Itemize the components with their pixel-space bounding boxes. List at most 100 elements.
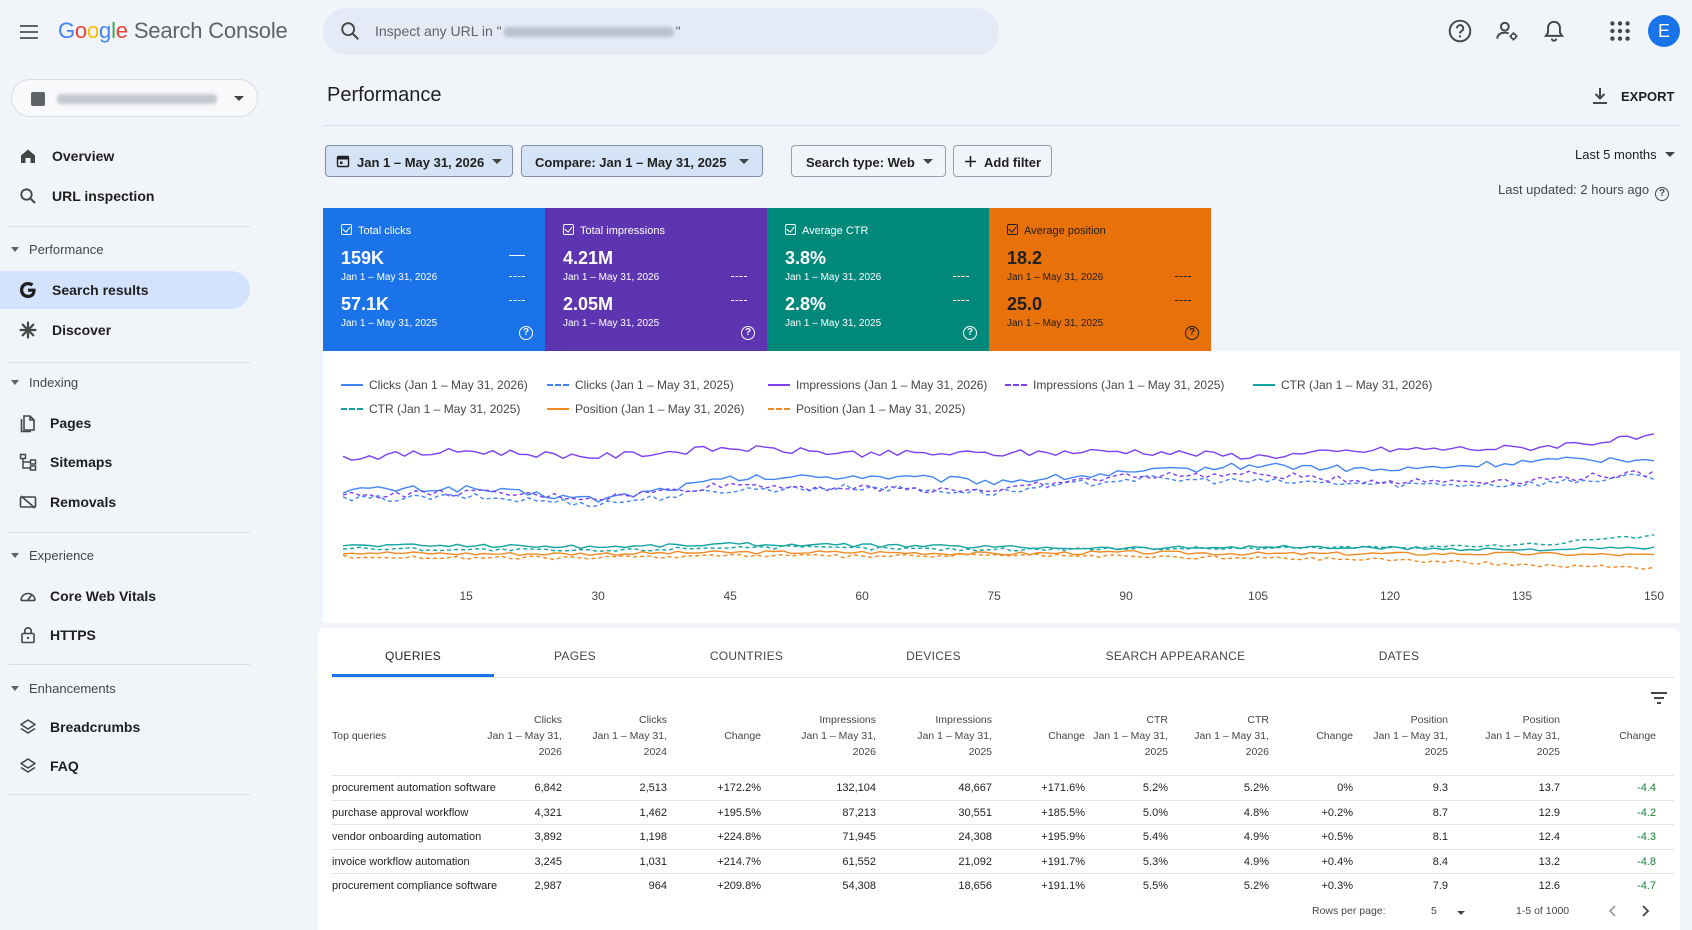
sidebar-item-core-web-vitals[interactable]: Core Web Vitals bbox=[0, 577, 250, 615]
metric-value: 4.21M bbox=[563, 248, 614, 268]
metric-card-clicks[interactable]: Total clicks 159K Jan 1 – May 31, 2026 57.1… bbox=[323, 208, 545, 351]
metric-compare-date: Jan 1 – May 31, 2025 bbox=[785, 318, 882, 329]
legend-label: CTR (Jan 1 – May 31, 2025) bbox=[369, 402, 521, 416]
help-icon[interactable]: ? bbox=[741, 326, 755, 340]
sidebar-item-pages[interactable]: Pages bbox=[0, 404, 250, 442]
help-icon[interactable]: ? bbox=[1185, 326, 1199, 340]
column-header[interactable]: Clicks Jan 1 – May 31, 2024 bbox=[592, 714, 667, 758]
value-cell: 4.9% bbox=[1243, 855, 1269, 868]
help-icon[interactable]: ? bbox=[1655, 187, 1670, 201]
value-cell: 1,031 bbox=[639, 855, 667, 868]
export-label: EXPORT bbox=[1621, 89, 1675, 104]
table-row[interactable]: procurement compliance software 2,987 964 +… bbox=[332, 873, 1674, 897]
sidebar-section-experience[interactable]: Experience bbox=[0, 544, 250, 568]
query-cell[interactable]: procurement compliance software bbox=[332, 880, 498, 892]
sidebar-item-removals[interactable]: Removals bbox=[0, 483, 250, 521]
sidebar-item-sitemaps[interactable]: Sitemaps bbox=[0, 443, 250, 481]
header-divider bbox=[323, 125, 1680, 126]
download-icon bbox=[1593, 88, 1607, 104]
add-filter-button[interactable]: Add filter bbox=[953, 145, 1052, 177]
column-header[interactable]: CTR Jan 1 – May 31, 2025 bbox=[1093, 714, 1168, 758]
column-header[interactable]: Change bbox=[1048, 730, 1085, 742]
help-icon[interactable]: ? bbox=[519, 326, 533, 340]
tab-search-appearance[interactable]: SEARCH APPEARANCE bbox=[1105, 649, 1246, 663]
compare-filter[interactable]: Compare: Jan 1 – May 31, 2025 bbox=[521, 145, 763, 177]
sidebar-item-search-results[interactable]: Search results bbox=[0, 271, 250, 309]
lock-icon bbox=[21, 627, 35, 644]
metric-date: Jan 1 – May 31, 2026 bbox=[563, 272, 660, 283]
table-row[interactable]: purchase approval workflow 4,321 1,462 +195… bbox=[332, 799, 1674, 824]
tab-queries[interactable]: QUERIES bbox=[332, 628, 494, 677]
query-cell[interactable]: vendor onboarding automation bbox=[332, 831, 482, 843]
query-cell[interactable]: procurement automation software bbox=[332, 782, 496, 794]
legend-label: Impressions (Jan 1 – May 31, 2026) bbox=[796, 378, 988, 392]
date-range-filter[interactable]: Jan 1 – May 31, 2026 bbox=[325, 145, 513, 177]
tab-countries[interactable]: COUNTRIES bbox=[709, 649, 784, 663]
value-cell: 5.2% bbox=[1142, 782, 1168, 794]
sidebar-item-https[interactable]: HTTPS bbox=[0, 616, 250, 654]
tab-pages[interactable]: PAGES bbox=[554, 649, 596, 663]
metric-card-position[interactable]: Average position 18.2 Jan 1 – May 31, 2026… bbox=[989, 208, 1211, 351]
metric-value: 3.8% bbox=[785, 248, 827, 268]
metric-card-ctr[interactable]: Average CTR 3.8% Jan 1 – May 31, 2026 2.8% J… bbox=[767, 208, 989, 351]
column-header[interactable]: Change bbox=[724, 730, 761, 742]
metric-compare-value: 2.05M bbox=[563, 294, 614, 314]
query-cell[interactable]: invoice workflow automation bbox=[332, 855, 470, 868]
column-header[interactable]: Position Jan 1 – May 31, 2025 bbox=[1373, 714, 1448, 758]
table-row[interactable]: procurement automation software 6,842 2,51… bbox=[332, 775, 1674, 799]
apps-grid-icon[interactable] bbox=[1607, 18, 1633, 44]
previous-page-icon[interactable] bbox=[1604, 902, 1622, 920]
column-header[interactable]: Impressions Jan 1 – May 31, 2026 bbox=[801, 714, 876, 758]
value-cell: +0.2% bbox=[1321, 806, 1354, 819]
value-cell: 7.9 bbox=[1432, 880, 1448, 892]
table-row[interactable]: invoice workflow automation 3,245 1,031 +21… bbox=[332, 848, 1674, 873]
manage-users-icon[interactable] bbox=[1494, 18, 1520, 44]
search-placeholder[interactable]: Inspect any URL in " " bbox=[375, 23, 681, 39]
series-line bbox=[342, 541, 1655, 552]
sidebar-item-label: Pages bbox=[50, 415, 92, 431]
legend-swatch bbox=[341, 408, 363, 410]
sidebar-section-enhancements[interactable]: Enhancements bbox=[0, 677, 250, 701]
period-selector[interactable]: Last 5 months bbox=[1575, 147, 1675, 162]
help-icon[interactable]: ? bbox=[963, 326, 977, 340]
column-header[interactable]: Top queries bbox=[332, 730, 387, 742]
tab-devices[interactable]: DEVICES bbox=[906, 649, 961, 663]
sidebar-item-overview[interactable]: Overview bbox=[0, 137, 250, 175]
sidebar-item-faq[interactable]: FAQ bbox=[0, 747, 250, 785]
column-header[interactable]: Change bbox=[1316, 730, 1353, 742]
value-cell: 964 bbox=[648, 880, 667, 892]
filter-list-icon[interactable] bbox=[1647, 686, 1671, 710]
rows-per-page-label: Rows per page: bbox=[1312, 905, 1386, 917]
sidebar-section-performance[interactable]: Performance bbox=[0, 238, 250, 262]
google-search-console-logo[interactable]: Google Search Console bbox=[58, 18, 288, 43]
account-avatar[interactable]: E bbox=[1648, 15, 1680, 47]
column-header[interactable]: CTR Jan 1 – May 31, 2026 bbox=[1194, 714, 1269, 758]
tab-dates[interactable]: DATES bbox=[1378, 649, 1420, 663]
menu-icon[interactable] bbox=[18, 20, 42, 44]
column-header[interactable]: Clicks Jan 1 – May 31, 2026 bbox=[487, 714, 562, 758]
notifications-icon[interactable] bbox=[1541, 18, 1567, 44]
query-cell[interactable]: purchase approval workflow bbox=[332, 806, 469, 819]
column-header[interactable]: Change bbox=[1619, 730, 1656, 742]
table-row[interactable]: vendor onboarding automation 3,892 1,198 +2… bbox=[332, 824, 1674, 848]
value-cell: 3,245 bbox=[534, 855, 562, 868]
sidebar-item-discover[interactable]: Discover bbox=[0, 311, 250, 349]
value-cell: 2,513 bbox=[639, 782, 667, 794]
search-type-filter[interactable]: Search type: Web bbox=[791, 145, 946, 177]
sitemap-icon bbox=[19, 453, 37, 471]
value-cell: +195.5% bbox=[717, 806, 761, 819]
dashed-line-swatch bbox=[509, 300, 525, 301]
url-inspect-search[interactable]: Inspect any URL in " " bbox=[323, 8, 999, 55]
sidebar-section-indexing[interactable]: Indexing bbox=[0, 371, 250, 395]
next-page-icon[interactable] bbox=[1636, 902, 1654, 920]
column-header[interactable]: Position Jan 1 – May 31, 2025 bbox=[1485, 714, 1560, 758]
sidebar-item-url-inspection[interactable]: URL inspection bbox=[0, 177, 250, 215]
rows-per-page-select[interactable]: 5 bbox=[1431, 905, 1437, 917]
help-icon[interactable] bbox=[1447, 18, 1473, 44]
sidebar-item-breadcrumbs[interactable]: Breadcrumbs bbox=[0, 708, 250, 746]
performance-chart: Clicks (Jan 1 – May 31, 2026) Clicks (Jan… bbox=[323, 351, 1680, 623]
metric-card-impressions[interactable]: Total impressions 4.21M Jan 1 – May 31, 20… bbox=[545, 208, 767, 351]
search-icon bbox=[20, 188, 36, 204]
property-selector[interactable] bbox=[11, 79, 258, 117]
column-header[interactable]: Impressions Jan 1 – May 31, 2025 bbox=[917, 714, 992, 758]
